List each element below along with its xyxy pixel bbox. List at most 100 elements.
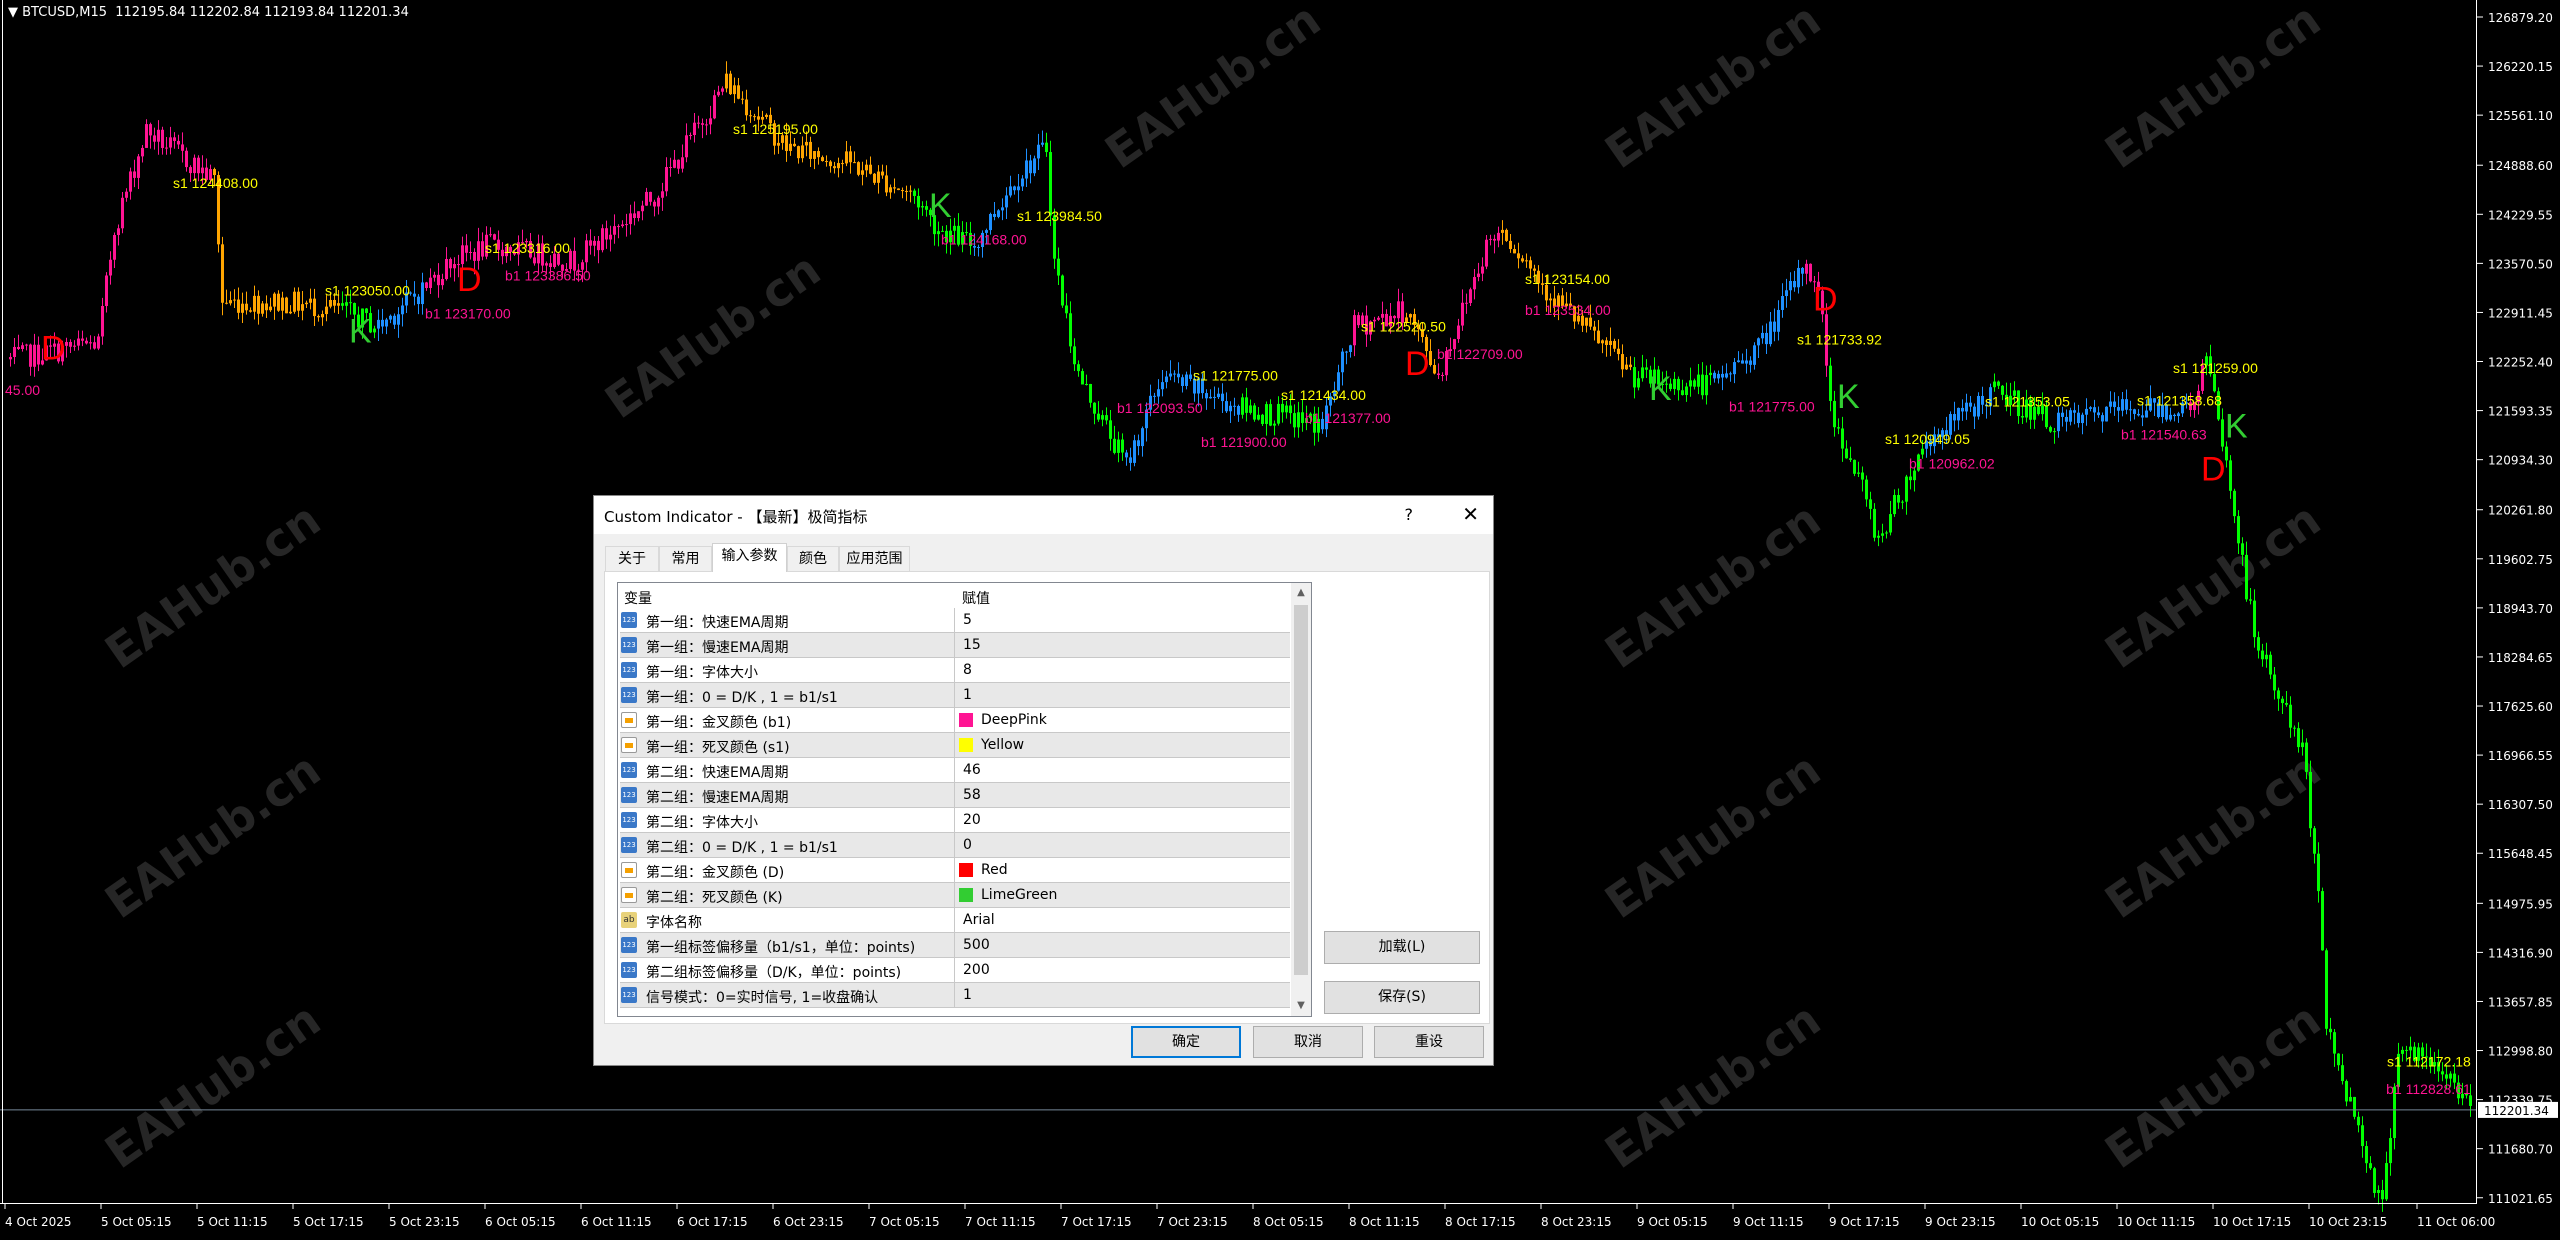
candle-body — [2253, 600, 2256, 638]
column-variable[interactable]: 变量 — [624, 591, 652, 607]
candle-body — [1645, 367, 1648, 370]
param-row[interactable]: 第一组：死叉颜色 (s1) Yellow — [620, 733, 1290, 758]
param-row[interactable]: 第一组：金叉颜色 (b1) DeepPink — [620, 708, 1290, 733]
ok-button[interactable]: 确定 — [1131, 1026, 1241, 1058]
param-row[interactable]: 123 第一组：0 = D/K , 1 = b1/s1 1 — [620, 683, 1290, 708]
scrollbar-thumb[interactable] — [1294, 605, 1308, 975]
candle-body — [169, 137, 172, 148]
column-value[interactable]: 赋值 — [962, 591, 990, 607]
param-value-cell[interactable]: 200 — [954, 958, 1291, 982]
color-swatch — [959, 713, 973, 727]
param-row[interactable]: ab 字体名称 Arial — [620, 908, 1290, 933]
candle-body — [1621, 354, 1624, 370]
candle-body — [949, 230, 952, 243]
param-value-cell[interactable]: 20 — [954, 808, 1291, 832]
candle-body — [2409, 1046, 2412, 1051]
param-row[interactable]: 123 第一组标签偏移量（b1/s1，单位：points) 500 — [620, 933, 1290, 958]
param-value-cell[interactable]: 0 — [954, 833, 1291, 857]
candle-body — [1793, 281, 1796, 288]
signal-price-label: s1 121733.92 — [1797, 332, 1882, 348]
param-value-cell[interactable]: 15 — [954, 633, 1291, 657]
param-value-cell[interactable]: 46 — [954, 758, 1291, 782]
table-scrollbar[interactable]: ▲ ▼ — [1291, 583, 1311, 1016]
cross-signal-letter: D — [1405, 345, 1430, 383]
candle-body — [445, 258, 448, 280]
candle-body — [2217, 391, 2220, 420]
candle-body — [1573, 306, 1576, 322]
tab-about[interactable]: 关于 — [605, 546, 659, 571]
param-row[interactable]: 123 第二组：0 = D/K , 1 = b1/s1 0 — [620, 833, 1290, 858]
candle-body — [469, 252, 472, 254]
param-row[interactable]: 123 第二组：慢速EMA周期 58 — [620, 783, 1290, 808]
candle-body — [1765, 332, 1768, 345]
signal-price-label: s1 121259.00 — [2173, 360, 2258, 376]
candle-body — [577, 269, 580, 271]
param-value-cell[interactable]: 8 — [954, 658, 1291, 682]
param-value-cell[interactable]: 1 — [954, 683, 1291, 707]
load-button[interactable]: 加载(L) — [1324, 931, 1480, 964]
param-value-cell[interactable]: Arial — [954, 908, 1291, 932]
candle-body — [2361, 1125, 2364, 1147]
save-button[interactable]: 保存(S) — [1324, 981, 1480, 1014]
candle-body — [201, 167, 204, 174]
candle-body — [433, 274, 436, 278]
candle-body — [701, 123, 704, 125]
candle-body — [1769, 321, 1772, 345]
dropdown-triangle-icon[interactable]: ▼ — [8, 5, 23, 20]
reset-button[interactable]: 重设 — [1374, 1026, 1484, 1058]
color-param-icon — [621, 712, 637, 728]
param-value-cell[interactable]: DeepPink — [954, 708, 1291, 732]
tab-common[interactable]: 常用 — [659, 546, 712, 571]
tab-colors[interactable]: 颜色 — [787, 546, 839, 571]
candle-body — [1881, 533, 1884, 536]
param-value-cell[interactable]: LimeGreen — [954, 883, 1291, 907]
param-row[interactable]: 第二组：金叉颜色 (D) Red — [620, 858, 1290, 883]
param-value-cell[interactable]: 500 — [954, 933, 1291, 957]
symbol-timeframe: BTCUSD,M15 — [22, 5, 107, 20]
param-row[interactable]: 123 第二组标签偏移量（D/K，单位：points) 200 — [620, 958, 1290, 983]
candle-body — [189, 167, 192, 174]
dialog-title-bar[interactable]: Custom Indicator - 【最新】极简指标 ? ✕ — [594, 496, 1493, 534]
candle-body — [1329, 396, 1332, 406]
tab-visualization[interactable]: 应用范围 — [839, 546, 910, 571]
param-row[interactable]: 第二组：死叉颜色 (K) LimeGreen — [620, 883, 1290, 908]
candle-body — [573, 250, 576, 271]
param-row[interactable]: 123 第一组：快速EMA周期 5 — [620, 608, 1290, 633]
help-button[interactable]: ? — [1404, 505, 1414, 524]
cancel-button[interactable]: 取消 — [1253, 1026, 1363, 1058]
candle-body — [1045, 142, 1048, 153]
close-button[interactable]: ✕ — [1462, 502, 1479, 526]
param-row[interactable]: 123 第二组：字体大小 20 — [620, 808, 1290, 833]
param-value-cell[interactable]: Yellow — [954, 733, 1291, 757]
param-row[interactable]: 123 第二组：快速EMA周期 46 — [620, 758, 1290, 783]
candle-body — [1173, 373, 1176, 375]
time-tick-label: 4 Oct 2025 — [5, 1215, 72, 1229]
param-value-cell[interactable]: 5 — [954, 608, 1291, 632]
candle-body — [1961, 407, 1964, 412]
candle-body — [57, 343, 60, 362]
param-row[interactable]: 123 第一组：字体大小 8 — [620, 658, 1290, 683]
candle-body — [381, 319, 384, 327]
candle-body — [929, 209, 932, 216]
param-row[interactable]: 123 信号模式：0=实时信号, 1=收盘确认 1 — [620, 983, 1290, 1008]
candle-body — [1917, 454, 1920, 471]
param-value-cell[interactable]: 1 — [954, 983, 1291, 1007]
candle-body — [2137, 413, 2140, 416]
tab-inputs[interactable]: 输入参数 — [712, 543, 787, 572]
candle-body — [1033, 158, 1036, 174]
candle-body — [2405, 1049, 2408, 1051]
param-value-cell[interactable]: Red — [954, 858, 1291, 882]
candle-body — [129, 171, 132, 192]
candle-body — [1985, 404, 1988, 407]
candle-body — [1345, 351, 1348, 353]
scroll-up-icon[interactable]: ▲ — [1297, 587, 1305, 598]
signal-price-label: s1 123050.00 — [325, 283, 410, 299]
candle-body — [1509, 240, 1512, 250]
scroll-down-icon[interactable]: ▼ — [1297, 1000, 1305, 1011]
candle-body — [633, 213, 636, 219]
param-value-cell[interactable]: 58 — [954, 783, 1291, 807]
param-row[interactable]: 123 第一组：慢速EMA周期 15 — [620, 633, 1290, 658]
candle-body — [221, 244, 224, 303]
candle-body — [1781, 296, 1784, 310]
